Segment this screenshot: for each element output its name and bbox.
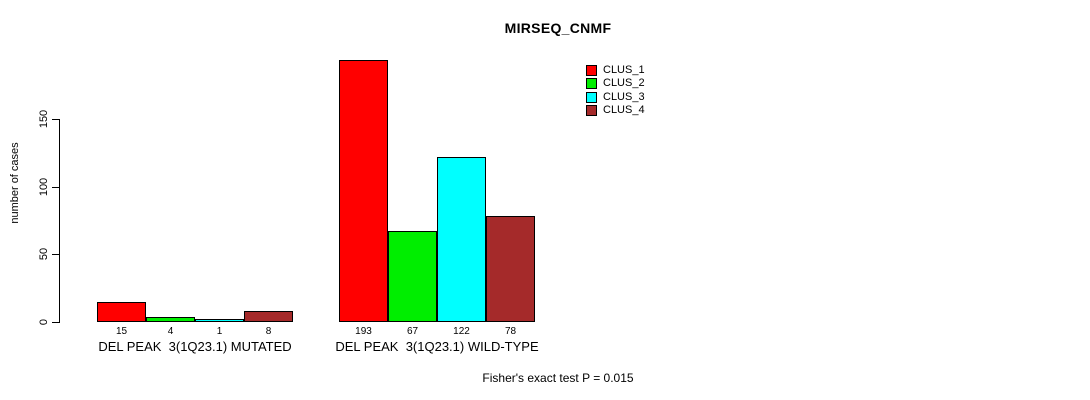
bar-group1-clus_1	[97, 301, 146, 322]
legend-swatch-clus_4	[586, 105, 597, 117]
legend-swatch-clus_1	[586, 65, 597, 76]
legend-label: CLUS_4	[603, 104, 645, 117]
bar-group1-clus_2	[146, 316, 195, 322]
bar-value-label: 193	[355, 326, 372, 337]
legend-label: CLUS_1	[603, 64, 645, 76]
bar-group2-clus_1	[339, 60, 388, 322]
bar-group1-clus_4	[244, 311, 293, 322]
y-axis-title: number of cases	[9, 142, 21, 224]
y-tick-label: 150	[38, 109, 50, 128]
y-tick-mark	[52, 322, 59, 323]
bar-value-label: 67	[406, 326, 419, 337]
bar-group1-clus_3	[195, 319, 244, 322]
x-group-label-1: DEL PEAK 3(1Q23.1) MUTATED	[98, 339, 292, 354]
bar-value-label: 8	[265, 326, 272, 337]
legend-swatch-clus_3	[586, 91, 597, 103]
bar-value-label: 122	[453, 326, 470, 337]
y-axis-line	[59, 118, 60, 323]
legend-label: CLUS_3	[603, 90, 645, 103]
x-group-label-2: DEL PEAK 3(1Q23.1) WILD-TYPE	[335, 339, 539, 354]
bar-group2-clus_2	[388, 231, 437, 322]
y-tick-mark	[52, 186, 59, 188]
footnote-text: Fisher's exact test P = 0.015	[482, 371, 634, 385]
y-tick-label: 50	[38, 248, 50, 261]
bar-group2-clus_4	[486, 216, 535, 322]
y-tick-label: 0	[38, 318, 50, 326]
legend-swatch-clus_2	[586, 78, 597, 90]
bar-value-label: 78	[504, 326, 517, 337]
chart-title: MIRSEQ_CNMF	[504, 20, 612, 36]
bar-value-label: 15	[115, 326, 128, 337]
bar-value-label: 4	[167, 326, 174, 337]
y-tick-mark	[52, 254, 59, 256]
bar-value-label: 1	[216, 326, 223, 337]
y-tick-mark	[52, 118, 59, 120]
legend-label: CLUS_2	[603, 77, 645, 90]
bar-group2-clus_3	[437, 156, 486, 322]
y-tick-label: 100	[38, 177, 50, 196]
